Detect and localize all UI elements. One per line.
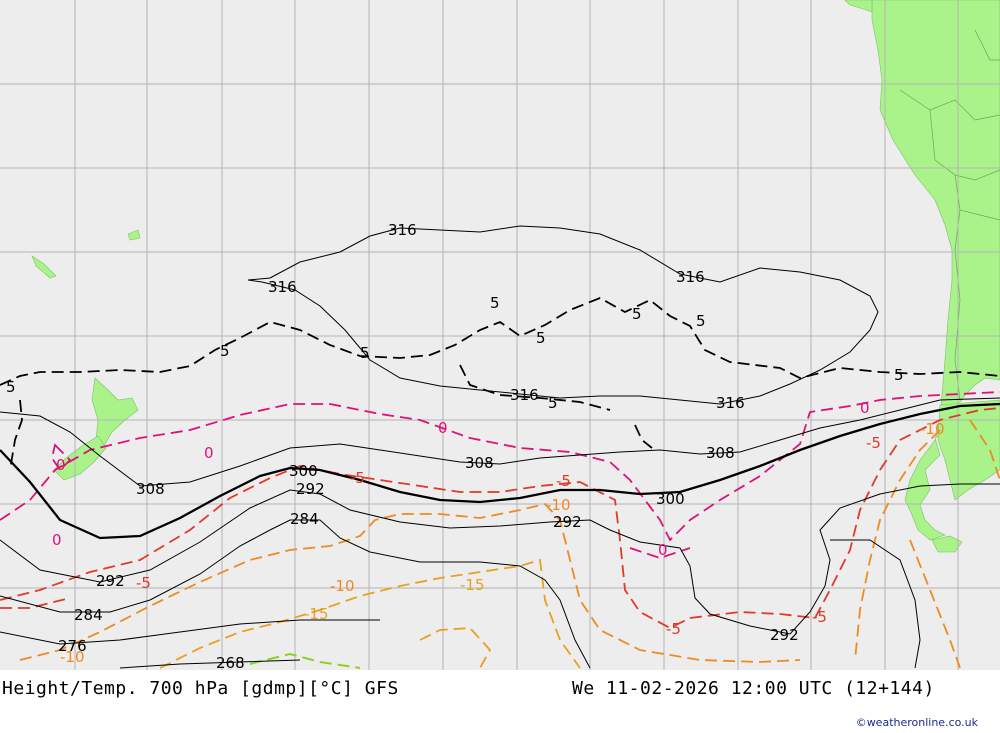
temperature-contours <box>0 297 1000 669</box>
height-contours <box>0 225 1000 669</box>
temp-label: 5 <box>6 378 16 396</box>
height-contour <box>0 483 1000 635</box>
valid-time: We 11-02-2026 12:00 UTC (12+144) <box>572 678 935 699</box>
temp-label: 5 <box>894 366 904 384</box>
temp-label: -5 <box>136 574 151 592</box>
border-line <box>974 29 1000 61</box>
temp-label: -10 <box>60 648 85 666</box>
temp-label: 5 <box>360 344 370 362</box>
height-contour <box>0 519 591 669</box>
height-label: 284 <box>74 606 103 624</box>
temp-minus10c-contour <box>19 503 801 663</box>
height-label: 292 <box>770 626 799 644</box>
temp-label: -15 <box>460 576 485 594</box>
temp-minus15c-contour <box>159 558 581 669</box>
height-contour <box>0 619 380 645</box>
height-label: 268 <box>216 654 245 670</box>
temp-label: 0 <box>204 444 214 462</box>
ocean-background <box>0 0 1000 670</box>
patagonia-landmass <box>937 399 1000 501</box>
temp-label: 5 <box>490 294 500 312</box>
border-line <box>954 169 1000 181</box>
temp-0c-contour <box>629 547 691 559</box>
height-label: 292 <box>296 480 325 498</box>
height-label: 284 <box>290 510 319 528</box>
temp-label: -5 <box>350 469 365 487</box>
height-label: 300 <box>289 462 318 480</box>
temp-label: 0 <box>860 399 870 417</box>
temp-label: -10 <box>920 420 945 438</box>
new-zealand-south-island <box>53 435 107 481</box>
temp-label: 5 <box>536 329 546 347</box>
weather-map: 316 316 316 316 316 308 308 308 300 300 … <box>0 0 1000 689</box>
temp-label: -15 <box>304 605 329 623</box>
land-layer <box>31 0 1000 553</box>
temp-label: 5 <box>632 305 642 323</box>
height-label: 300 <box>656 490 685 508</box>
temp-label: -10 <box>546 496 571 514</box>
temp-label: -10 <box>330 577 355 595</box>
map-title: Height/Temp. 700 hPa [gdmp][°C] GFS <box>2 678 399 699</box>
credit-link[interactable]: ©weatheronline.co.uk <box>855 716 978 729</box>
height-label: 308 <box>136 480 165 498</box>
graticule <box>0 0 1000 670</box>
height-label: 316 <box>268 278 297 296</box>
temp-minus10c-contour <box>969 419 1000 481</box>
temp-minus10c-contour <box>854 429 941 661</box>
country-borders <box>899 29 1000 401</box>
height-label: 292 <box>96 572 125 590</box>
temp-5c-contour <box>634 424 653 449</box>
height-label: 292 <box>553 513 582 531</box>
temp-label: -5 <box>812 608 827 626</box>
temp-label: 0 <box>658 541 668 559</box>
temp-minus5c-contour <box>0 597 71 609</box>
temp-label: 5 <box>548 394 558 412</box>
height-contour <box>247 225 879 405</box>
new-caledonia-island <box>31 255 57 279</box>
central-america-landmass <box>844 0 873 13</box>
contour-labels: 316 316 316 316 316 308 308 308 300 300 … <box>6 221 945 672</box>
height-label: 316 <box>388 221 417 239</box>
temp-minus20c-contour <box>249 652 361 669</box>
height-label: 308 <box>706 444 735 462</box>
height-label: 276 <box>58 637 87 655</box>
temp-label: -5 <box>866 434 881 452</box>
temp-label: 0 <box>438 419 448 437</box>
height-contour <box>0 397 1000 487</box>
temp-label: 5 <box>696 312 706 330</box>
temp-5c-contour <box>459 364 611 411</box>
height-label: 308 <box>465 454 494 472</box>
temp-label: 5 <box>220 342 230 360</box>
height-label: 316 <box>676 268 705 286</box>
temp-minus10c-contour <box>909 539 961 669</box>
temp-minus5c-contour <box>0 407 1000 630</box>
height-label: 316 <box>510 386 539 404</box>
new-zealand-north-island <box>91 377 139 447</box>
height-contour <box>119 659 301 669</box>
temp-label: 0 <box>52 531 62 549</box>
map-footer: Height/Temp. 700 hPa [gdmp][°C] GFS We 1… <box>0 670 1000 733</box>
temp-0c-contour <box>51 443 72 472</box>
height-label: 316 <box>716 394 745 412</box>
height-contour <box>830 539 921 669</box>
height-contour-300 <box>0 402 1000 540</box>
fiji-island <box>127 229 141 241</box>
border-line <box>954 209 961 401</box>
temp-label: -5 <box>556 472 571 490</box>
temp-label: 0 <box>56 456 66 474</box>
border-line <box>899 89 1000 121</box>
temp-label: -5 <box>666 620 681 638</box>
temp-0c-contour <box>0 391 1000 542</box>
temp-5c-contour <box>9 399 23 471</box>
temp-5c-contour <box>0 297 1000 386</box>
